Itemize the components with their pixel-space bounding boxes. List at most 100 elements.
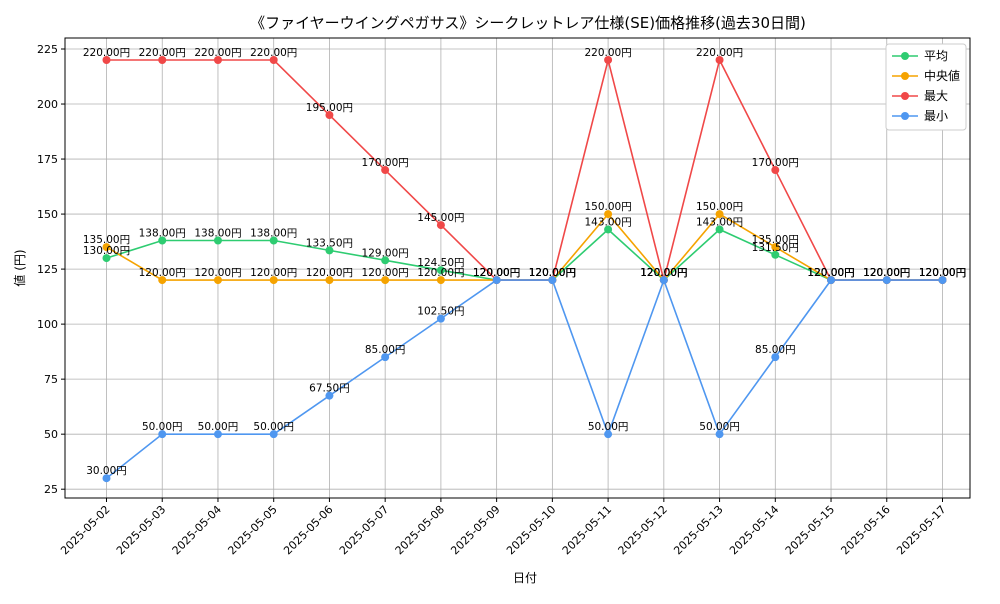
x-tick-label: 2025-05-05 bbox=[225, 503, 279, 557]
data-label: 135.00円 bbox=[752, 234, 799, 246]
data-label: 220.00円 bbox=[696, 47, 743, 59]
series-point-4 bbox=[436, 314, 445, 323]
data-label: 120.00円 bbox=[807, 267, 854, 279]
series-point-3 bbox=[381, 166, 390, 175]
data-label: 170.00円 bbox=[362, 157, 409, 169]
data-label: 220.00円 bbox=[139, 47, 186, 59]
series-point-1 bbox=[325, 246, 334, 255]
data-label: 120.00円 bbox=[919, 267, 966, 279]
data-label: 143.00円 bbox=[584, 216, 631, 228]
legend-swatch-marker bbox=[901, 92, 909, 100]
legend-swatch-marker bbox=[901, 72, 909, 80]
series-point-3 bbox=[213, 56, 222, 65]
series-point-4 bbox=[213, 430, 222, 439]
x-tick-label: 2025-05-08 bbox=[393, 503, 447, 557]
legend-swatch-marker bbox=[901, 112, 909, 120]
data-label: 120.00円 bbox=[807, 267, 854, 279]
series-point-4 bbox=[771, 353, 780, 362]
grid bbox=[65, 38, 970, 498]
data-label: 120.00円 bbox=[640, 267, 687, 279]
series-point-1 bbox=[381, 256, 390, 265]
y-tick-label: 25 bbox=[44, 483, 58, 496]
series-point-2 bbox=[213, 276, 222, 285]
series-point-1 bbox=[213, 236, 222, 245]
series-line-4 bbox=[106, 277, 943, 479]
series-point-4 bbox=[102, 474, 111, 483]
data-label: 120.00円 bbox=[529, 267, 576, 279]
series-point-1 bbox=[715, 225, 724, 234]
data-label: 133.50円 bbox=[306, 237, 353, 249]
y-tick-label: 75 bbox=[44, 373, 58, 386]
data-label: 120.00円 bbox=[139, 267, 186, 279]
y-tick-label: 100 bbox=[37, 318, 58, 331]
series-point-1 bbox=[102, 254, 111, 263]
data-label: 138.00円 bbox=[194, 227, 241, 239]
legend-label: 最大 bbox=[924, 89, 948, 103]
data-label: 150.00円 bbox=[584, 201, 631, 213]
x-tick-label: 2025-05-04 bbox=[170, 503, 224, 557]
x-tick-label: 2025-05-16 bbox=[838, 503, 892, 557]
data-label: 120.00円 bbox=[529, 267, 576, 279]
data-label: 135.00円 bbox=[83, 234, 130, 246]
data-labels: 130.00円 138.00円 138.00円 138.00円 133.50円 129.0… bbox=[83, 47, 966, 477]
series-line-3 bbox=[106, 57, 943, 281]
y-tick-label: 50 bbox=[44, 428, 58, 441]
data-label: 50.00円 bbox=[699, 421, 740, 433]
data-label: 138.00円 bbox=[139, 227, 186, 239]
series-point-1 bbox=[436, 266, 445, 275]
data-label: 120.00円 bbox=[640, 267, 687, 279]
data-label: 67.50円 bbox=[309, 383, 350, 395]
y-tick-label: 200 bbox=[37, 98, 58, 111]
data-label: 150.00円 bbox=[696, 201, 743, 213]
data-label: 120.00円 bbox=[194, 267, 241, 279]
data-label: 120.00円 bbox=[919, 267, 966, 279]
y-tick-label: 150 bbox=[37, 208, 58, 221]
series-point-4 bbox=[548, 276, 557, 285]
data-label: 120.00円 bbox=[473, 267, 520, 279]
data-label: 50.00円 bbox=[198, 421, 239, 433]
data-label: 124.50円 bbox=[417, 257, 464, 269]
series-point-3 bbox=[325, 111, 334, 120]
series-point-2 bbox=[604, 210, 613, 219]
series-point-3 bbox=[604, 56, 613, 65]
data-label: 120.00円 bbox=[640, 267, 687, 279]
data-label: 120.00円 bbox=[473, 267, 520, 279]
data-label: 220.00円 bbox=[83, 47, 130, 59]
x-tick-label: 2025-05-07 bbox=[337, 503, 391, 557]
data-label: 50.00円 bbox=[588, 421, 629, 433]
series-point-4 bbox=[659, 276, 668, 285]
data-label: 130.00円 bbox=[83, 245, 130, 257]
data-label: 50.00円 bbox=[253, 421, 294, 433]
data-label: 120.00円 bbox=[863, 267, 910, 279]
series-point-2 bbox=[325, 276, 334, 285]
data-label: 120.00円 bbox=[807, 267, 854, 279]
series-point-1 bbox=[771, 250, 780, 259]
x-axis-label: 日付 bbox=[513, 571, 537, 585]
data-label: 120.00円 bbox=[529, 267, 576, 279]
series-point-1 bbox=[158, 236, 167, 245]
data-label: 120.00円 bbox=[250, 267, 297, 279]
series-point-3 bbox=[269, 56, 278, 65]
series-point-3 bbox=[715, 56, 724, 65]
plot-frame bbox=[64, 37, 971, 499]
legend-label: 最小 bbox=[924, 109, 948, 123]
data-label: 120.00円 bbox=[863, 267, 910, 279]
data-label: 170.00円 bbox=[752, 157, 799, 169]
x-tick-label: 2025-05-13 bbox=[671, 503, 725, 557]
x-tick-label: 2025-05-12 bbox=[616, 503, 670, 557]
data-label: 138.00円 bbox=[250, 227, 297, 239]
x-tick-label: 2025-05-15 bbox=[783, 503, 837, 557]
legend-label: 平均 bbox=[924, 49, 948, 63]
y-axis-label: 値 (円) bbox=[12, 249, 27, 286]
data-label: 120.00円 bbox=[807, 267, 854, 279]
series-point-4 bbox=[882, 276, 891, 285]
data-label: 120.00円 bbox=[306, 267, 353, 279]
data-label: 120.00円 bbox=[640, 267, 687, 279]
series-point-2 bbox=[436, 276, 445, 285]
data-label: 220.00円 bbox=[584, 47, 631, 59]
series-point-1 bbox=[604, 225, 613, 234]
y-tick-label: 125 bbox=[37, 263, 58, 276]
series-point-3 bbox=[102, 56, 111, 65]
legend-label: 中央値 bbox=[924, 68, 960, 83]
